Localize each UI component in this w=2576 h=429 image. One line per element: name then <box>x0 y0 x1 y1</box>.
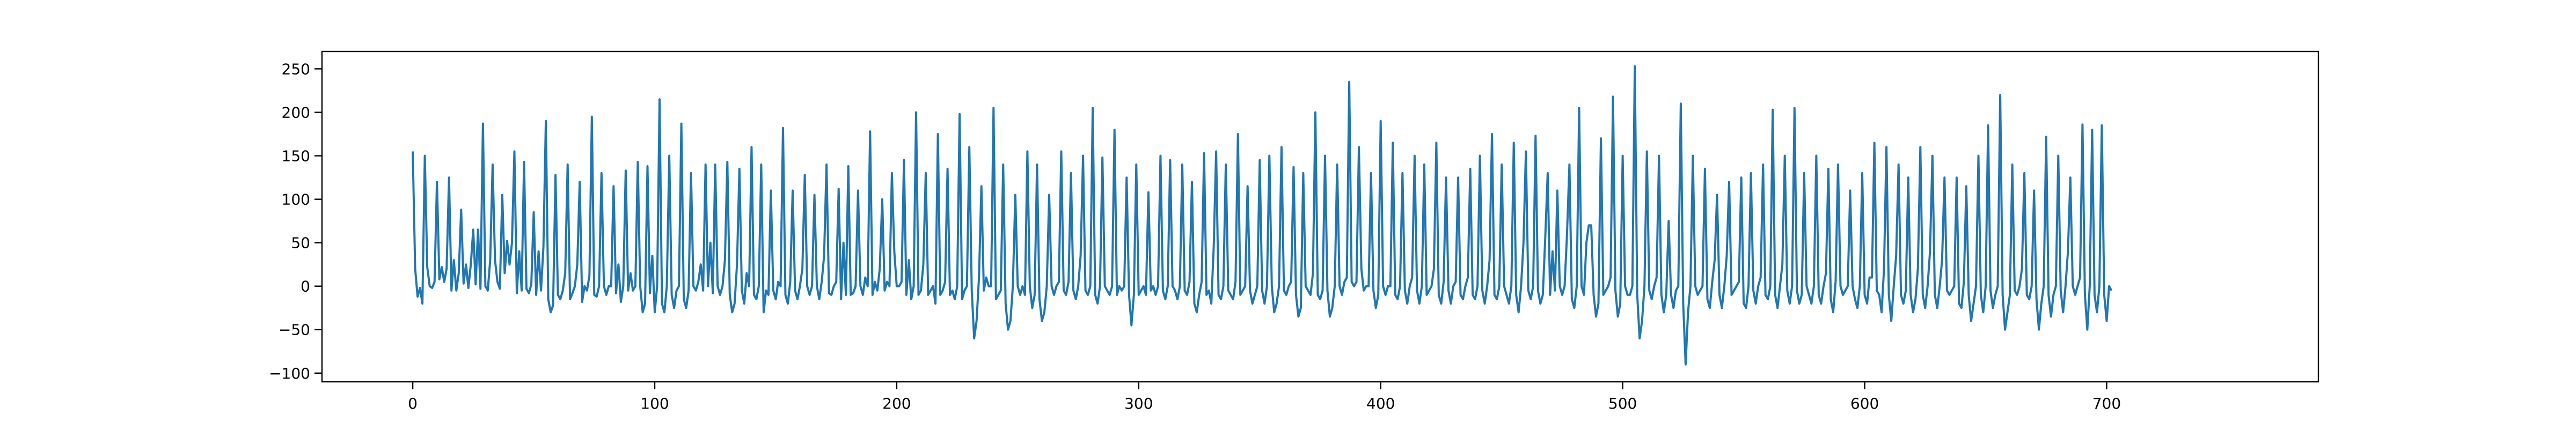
x-tick-label: 400 <box>1366 395 1395 412</box>
y-tick-label: 150 <box>282 147 310 165</box>
y-axis: −100 −50 0 50 100 150 200 250 <box>269 60 322 382</box>
y-tick-label: 250 <box>282 60 310 78</box>
y-tick-label: 200 <box>282 103 310 121</box>
y-tick-label: 50 <box>291 234 310 252</box>
plot-series <box>412 65 2113 366</box>
y-tick-label: −100 <box>269 365 310 382</box>
axes-frame <box>321 50 2319 383</box>
x-tick-label: 500 <box>1608 395 1637 412</box>
x-tick-label: 300 <box>1124 395 1153 412</box>
x-axis: 0 100 200 300 400 500 600 700 <box>408 382 2121 412</box>
x-tick-label: 0 <box>408 395 418 412</box>
x-tick-label: 600 <box>1850 395 1879 412</box>
x-tick-label: 200 <box>882 395 911 412</box>
x-tick-label: 100 <box>640 395 669 412</box>
y-tick-label: −50 <box>279 321 310 339</box>
series-line-0 <box>412 65 2113 366</box>
x-tick-label: 700 <box>2092 395 2121 412</box>
y-tick-label: 0 <box>301 278 310 295</box>
y-tick-label: 100 <box>282 191 310 209</box>
